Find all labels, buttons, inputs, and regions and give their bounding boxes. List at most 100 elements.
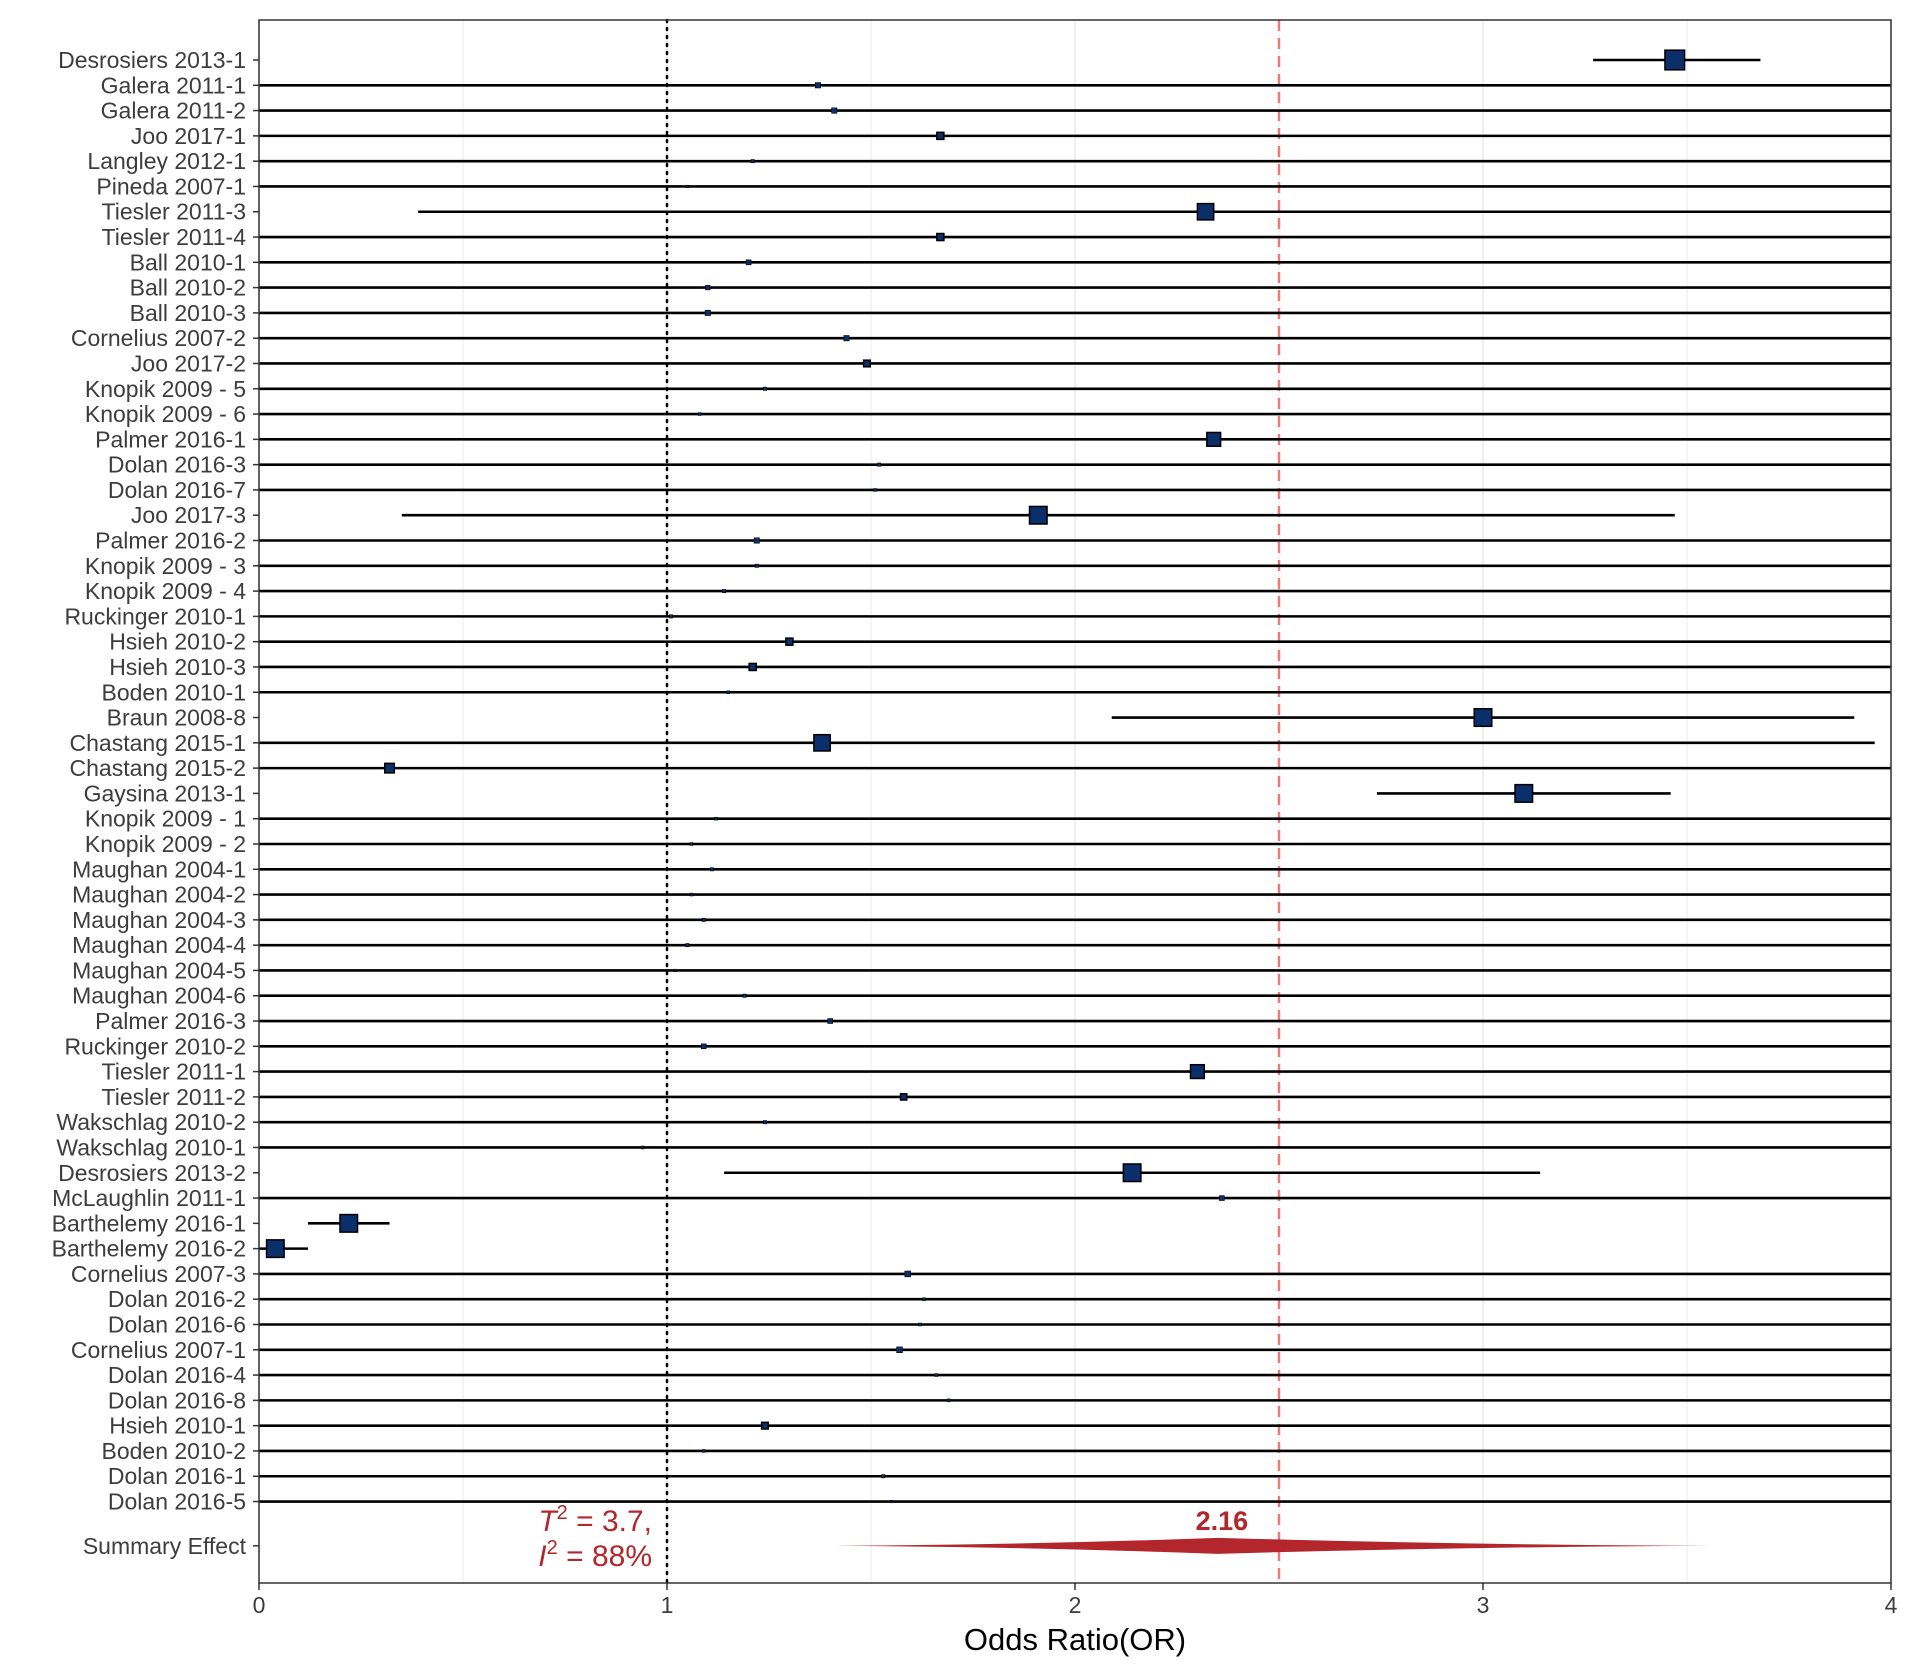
study-row: [259, 359, 1891, 368]
study-row: [259, 537, 1891, 544]
study-row: [259, 1145, 1891, 1150]
point-estimate-marker: [936, 131, 945, 141]
study-label: Maughan 2004-4: [72, 932, 246, 958]
summary-effect: 2.16 T2 = 3.7,I2 = 88%: [538, 1502, 1712, 1573]
study-row: [259, 1474, 1891, 1479]
i-squared-text: I2 = 88%: [538, 1537, 652, 1573]
point-estimate-marker: [827, 1018, 833, 1024]
study-row: [259, 1018, 1891, 1024]
study-row: [307, 1213, 390, 1233]
study-row: [259, 690, 1891, 694]
point-estimate-marker: [877, 462, 882, 467]
study-row: [259, 917, 1891, 922]
study-label: Desrosiers 2013-1: [58, 47, 246, 73]
study-label: Dolan 2016-2: [108, 1286, 246, 1312]
point-estimate-marker: [748, 662, 757, 672]
point-estimate-marker: [754, 563, 759, 568]
study-label: Dolan 2016-7: [108, 477, 246, 503]
point-estimate-marker: [946, 1398, 951, 1403]
panel-border: [258, 19, 1892, 1584]
study-label: Barthelemy 2016-2: [52, 1236, 246, 1262]
point-estimate-marker: [1028, 505, 1048, 525]
point-estimate-marker: [814, 82, 821, 89]
point-estimate-marker: [831, 107, 838, 114]
study-label: Dolan 2016-3: [108, 452, 246, 478]
study-label: McLaughlin 2011-1: [52, 1185, 246, 1211]
point-estimate-marker: [936, 232, 945, 242]
study-label: Hsieh 2010-3: [109, 654, 246, 680]
summary-effect-label: Summary Effect: [83, 1533, 247, 1559]
x-tick-label: 3: [1477, 1592, 1490, 1618]
study-row: [259, 82, 1891, 89]
study-label: Pineda 2007-1: [96, 173, 246, 199]
study-label: Maughan 2004-6: [72, 983, 246, 1009]
point-estimate-marker: [745, 259, 752, 266]
point-estimate-marker: [934, 1373, 938, 1377]
study-label: Tiesler 2011-2: [102, 1084, 246, 1110]
study-label: Joo 2017-2: [131, 350, 246, 376]
point-estimate-marker: [697, 412, 702, 416]
point-estimate-marker: [896, 1346, 903, 1353]
study-row: [259, 816, 1891, 821]
study-label: Cornelius 2007-3: [71, 1261, 246, 1287]
point-estimate-marker: [384, 762, 396, 774]
study-row: [259, 1270, 1891, 1278]
study-row: [259, 1373, 1891, 1377]
study-label: Dolan 2016-6: [108, 1312, 246, 1338]
point-estimate-marker: [881, 1474, 886, 1479]
study-label: Knopik 2009 - 1: [85, 806, 246, 832]
study-label: Ball 2010-3: [130, 300, 246, 326]
point-estimate-marker: [1189, 1063, 1206, 1080]
study-label: Knopik 2009 - 5: [85, 376, 246, 402]
point-estimate-marker: [918, 1322, 922, 1327]
study-row: [259, 614, 1891, 619]
point-estimate-marker: [785, 637, 794, 646]
study-row: [259, 131, 1891, 141]
study-label: Chastang 2015-2: [70, 755, 246, 781]
study-row: [259, 1093, 1891, 1101]
point-estimate-marker: [726, 690, 730, 694]
study-row: [259, 1195, 1891, 1201]
point-estimate-marker: [762, 386, 767, 391]
point-estimate-marker: [1664, 49, 1686, 71]
point-estimate-marker: [701, 1449, 706, 1453]
study-label: Boden 2010-1: [101, 679, 246, 705]
point-estimate-marker: [714, 816, 718, 821]
x-tick-label: 1: [661, 1592, 674, 1618]
point-estimate-marker: [689, 842, 694, 846]
study-label: Cornelius 2007-2: [71, 325, 246, 351]
tau-squared-text: T2 = 3.7,: [538, 1502, 652, 1538]
study-row: [259, 589, 1891, 594]
study-row: [259, 335, 1891, 342]
study-label: Gaysina 2013-1: [84, 780, 246, 806]
summary-diamond: [834, 1537, 1712, 1554]
point-estimate-marker: [339, 1213, 359, 1233]
point-estimate-marker: [685, 184, 689, 188]
study-row: [1111, 708, 1855, 728]
study-label: Ruckinger 2010-1: [64, 603, 246, 629]
study-label: Wakschlag 2010-2: [56, 1109, 246, 1135]
study-label: Palmer 2016-3: [95, 1008, 246, 1034]
study-row: [259, 232, 1891, 242]
point-estimate-marker: [673, 968, 677, 972]
x-axis: 0 1 2 3 4: [253, 59, 1898, 1618]
reference-lines: [665, 18, 1281, 1585]
point-estimate-marker: [1219, 1195, 1225, 1201]
summary-estimate-label: 2.16: [1196, 1506, 1249, 1536]
study-label: Tiesler 2011-1: [102, 1059, 246, 1085]
study-row: [1376, 783, 1671, 803]
point-estimate-marker: [843, 335, 850, 342]
point-estimate-marker: [742, 993, 747, 998]
study-label: Galera 2011-2: [101, 98, 246, 124]
study-label: Maughan 2004-2: [72, 882, 246, 908]
study-label: Palmer 2016-2: [95, 528, 246, 554]
point-estimate-marker: [862, 359, 871, 368]
study-row: [259, 1421, 1891, 1430]
study-label: Dolan 2016-4: [108, 1362, 246, 1388]
point-estimate-marker: [813, 733, 831, 752]
study-label: Chastang 2015-1: [70, 730, 246, 756]
study-row: [259, 1500, 1891, 1504]
study-row: [259, 1346, 1891, 1353]
study-label: Joo 2017-3: [131, 502, 246, 528]
